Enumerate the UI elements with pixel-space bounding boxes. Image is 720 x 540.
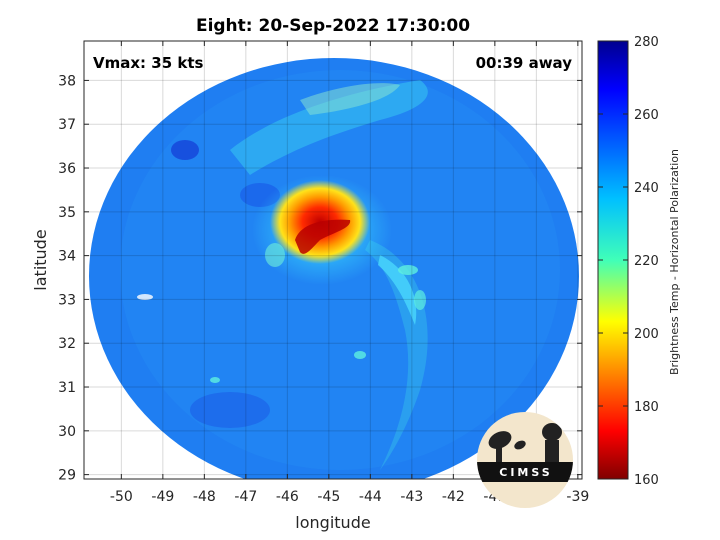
dark-patch-nw xyxy=(171,140,199,160)
y-tick-label: 32 xyxy=(58,336,76,352)
y-tick-label: 29 xyxy=(58,468,76,484)
dark-patch-sw xyxy=(190,392,270,428)
microwave-image xyxy=(89,58,579,479)
y-tick-label: 36 xyxy=(58,161,76,177)
logo-tower xyxy=(545,440,559,462)
y-tick-label: 34 xyxy=(58,249,76,265)
cimss-logo: CIMSS xyxy=(477,412,573,508)
spiral-band-bright xyxy=(378,255,417,325)
x-tick-label: -42 xyxy=(442,489,465,505)
x-tick-label: -49 xyxy=(151,489,174,505)
gridlines xyxy=(84,41,582,479)
spot-5 xyxy=(354,351,366,359)
vmax-annotation: Vmax: 35 kts xyxy=(93,54,203,72)
spot-3 xyxy=(414,290,426,310)
colorbar-tick-label: 160 xyxy=(634,473,659,488)
logo-tower-top xyxy=(542,423,562,441)
logo-dish-small xyxy=(514,440,526,450)
y-tick-label: 35 xyxy=(58,205,76,221)
x-tick-label: -44 xyxy=(359,489,382,505)
time-away-annotation: 00:39 away xyxy=(476,54,573,72)
spot-4 xyxy=(265,243,285,267)
tick-marks xyxy=(84,41,582,479)
x-tick-label: -45 xyxy=(317,489,340,505)
core-red xyxy=(295,219,351,254)
colorbar-tick-label: 240 xyxy=(634,181,659,196)
x-tick-labels: -50-49-48-47-46-45-44-43-42-41-40-39 xyxy=(110,489,589,505)
colorbar-ticks: 160 180 200 220 240 260 280 xyxy=(598,35,659,488)
colorbar-tick-label: 220 xyxy=(634,254,659,269)
colorbar-tick-label: 260 xyxy=(634,108,659,123)
logo-dish xyxy=(488,431,512,449)
y-axis-label: latitude xyxy=(31,229,50,290)
x-tick-label: -46 xyxy=(276,489,299,505)
y-tick-labels: 29 30 31 32 33 34 35 36 37 38 xyxy=(58,73,76,483)
x-tick-label: -39 xyxy=(566,489,589,505)
x-axis-label: longitude xyxy=(295,513,370,532)
spot-1 xyxy=(137,294,153,300)
cloud-band-north xyxy=(230,80,428,175)
y-tick-label: 37 xyxy=(58,117,76,133)
y-tick-label: 33 xyxy=(58,292,76,308)
x-tick-label: -48 xyxy=(193,489,216,505)
x-tick-label: -50 xyxy=(110,489,133,505)
logo-banner xyxy=(477,462,573,482)
colorbar-tick-label: 200 xyxy=(634,327,659,342)
y-tick-label: 31 xyxy=(58,380,76,396)
logo-dish-stand xyxy=(496,446,502,462)
colorbar-tick-label: 280 xyxy=(634,35,659,50)
colorbar-tick-label: 180 xyxy=(634,400,659,415)
spot-2 xyxy=(398,265,418,275)
y-tick-label: 38 xyxy=(58,73,76,89)
cloud-band-north-core xyxy=(300,83,400,115)
x-tick-label: -43 xyxy=(400,489,423,505)
chart-title: Eight: 20-Sep-2022 17:30:00 xyxy=(196,16,470,36)
axes-box xyxy=(83,40,583,480)
logo-text: CIMSS xyxy=(499,466,552,479)
x-tick-label: -47 xyxy=(234,489,257,505)
colorbar-label: Brightness Temp - Horizontal Polarizatio… xyxy=(668,149,681,375)
spot-6 xyxy=(210,377,220,383)
y-tick-label: 30 xyxy=(58,424,76,440)
